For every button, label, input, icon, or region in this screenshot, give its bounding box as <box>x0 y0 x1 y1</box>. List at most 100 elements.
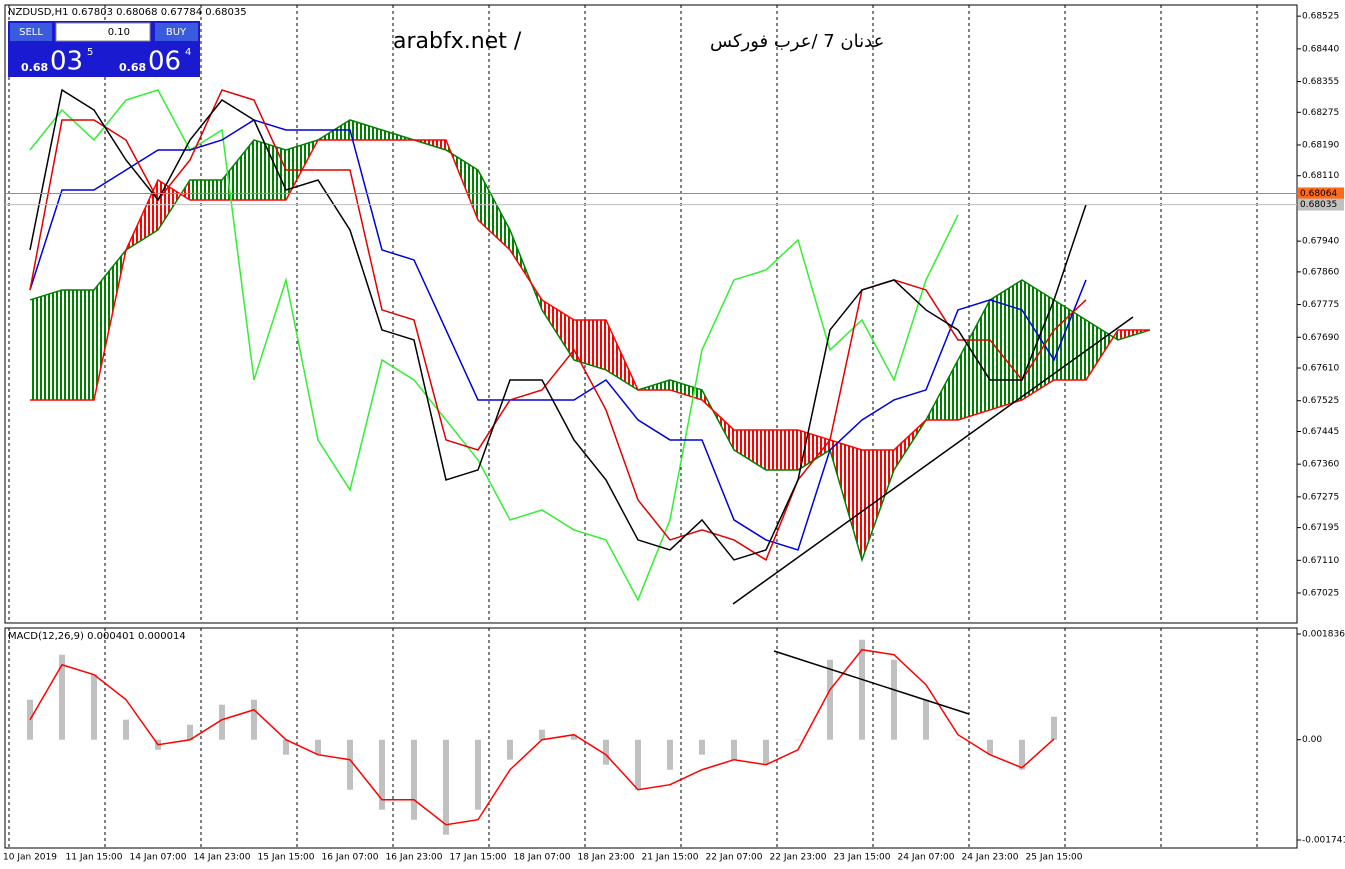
price-tag <box>1298 187 1344 200</box>
y-tick-label: 0.67025 <box>1302 589 1339 599</box>
indicator-line <box>29 89 1087 562</box>
x-tick-label: 24 Jan 07:00 <box>898 853 955 863</box>
y-tick-label: 0.68440 <box>1302 44 1339 54</box>
indicator-line <box>29 88 1087 561</box>
y-tick-label: 0.68275 <box>1302 108 1339 118</box>
indicator-line <box>29 89 959 602</box>
trend-line <box>773 650 970 715</box>
y-tick-label: 0.68110 <box>1302 171 1339 181</box>
macd-frame <box>4 627 1298 849</box>
cloud-segment <box>958 299 990 420</box>
macd-bar <box>283 739 289 755</box>
macd-bar <box>251 699 257 740</box>
cloud-segment <box>190 179 222 200</box>
ask-point: 4 <box>185 47 191 58</box>
x-tick-label: 25 Jan 15:00 <box>1026 853 1083 863</box>
lot-value[interactable]: 0.10 <box>108 27 130 38</box>
x-tick-label: 16 Jan 23:00 <box>386 853 443 863</box>
cloud-segment <box>62 289 94 400</box>
macd-bar <box>1019 739 1025 770</box>
macd-bar <box>347 739 353 790</box>
x-tick-label: 10 Jan 2019 <box>3 853 57 863</box>
main-frame <box>4 4 1298 624</box>
y-tick-label: 0.67525 <box>1302 396 1339 406</box>
macd-bar <box>379 739 385 810</box>
cloud-segment <box>766 429 798 470</box>
y-tick-label: 0.67195 <box>1302 523 1339 533</box>
macd-bar <box>923 699 929 740</box>
macd-bar <box>795 739 801 741</box>
macd-bar <box>539 729 545 740</box>
trend-line <box>732 316 1134 605</box>
macd-bar <box>635 739 641 790</box>
macd-bar <box>507 739 513 760</box>
watermark-site: arabfx.net / <box>393 29 522 54</box>
cloud-segment <box>670 379 702 400</box>
cloud-segment <box>478 169 510 250</box>
bid-big: 0.68 <box>21 61 48 74</box>
macd-bar <box>315 739 321 755</box>
x-tick-label: 22 Jan 23:00 <box>770 853 827 863</box>
x-tick-label: 17 Jan 15:00 <box>450 853 507 863</box>
x-tick-label: 24 Jan 23:00 <box>962 853 1019 863</box>
indicator-line <box>29 119 1087 551</box>
macd-bar <box>91 674 97 740</box>
cloud-segment <box>862 449 894 560</box>
cloud-segment <box>1086 319 1118 380</box>
macd-bar <box>987 739 993 755</box>
y-tick-label: 0.67110 <box>1302 556 1339 566</box>
buy-label[interactable]: BUY <box>166 27 187 38</box>
ask-pips: 06 <box>148 47 181 77</box>
price-tag-label: 0.68064 <box>1300 189 1337 199</box>
y-tick-label: 0.67940 <box>1302 237 1339 247</box>
cloud-segment <box>30 289 62 400</box>
cloud-segment <box>254 139 286 200</box>
buy-button[interactable] <box>155 23 198 41</box>
indicator-line <box>29 119 1151 563</box>
x-tick-label: 18 Jan 07:00 <box>514 853 571 863</box>
macd-bar <box>571 734 577 740</box>
ask-big: 0.68 <box>119 61 146 74</box>
y-tick-label: 0.67445 <box>1302 427 1339 437</box>
y-tick-label: -0.001741 <box>1302 835 1345 845</box>
indicator-line <box>30 139 1150 451</box>
x-tick-label: 22 Jan 07:00 <box>706 853 763 863</box>
macd-bar <box>187 724 193 740</box>
watermark-arabic: عدنان 7 /عرب فوركس <box>710 31 884 52</box>
y-tick-label: 0.67360 <box>1302 460 1339 470</box>
y-tick-label: 0.67775 <box>1302 300 1339 310</box>
sell-button[interactable] <box>10 23 52 41</box>
macd-bar <box>891 659 897 740</box>
y-tick-label: 0.67275 <box>1302 492 1339 502</box>
macd-bar <box>59 654 65 740</box>
macd-bar <box>475 739 481 810</box>
lot-input[interactable] <box>55 22 151 42</box>
y-tick-label: 0.68355 <box>1302 77 1339 87</box>
macd-bar <box>123 719 129 740</box>
cloud-segment <box>542 299 574 360</box>
cloud-segment <box>1054 299 1086 380</box>
cloud-segment <box>734 429 766 470</box>
macd-bar <box>699 739 705 755</box>
macd-bar <box>411 739 417 820</box>
macd-bar <box>859 639 865 740</box>
y-tick-label: 0.68190 <box>1302 140 1339 150</box>
y-tick-label: 0.67690 <box>1302 333 1339 343</box>
y-tick-label: 0.68525 <box>1302 12 1339 22</box>
price-tag <box>1298 198 1344 211</box>
x-tick-label: 11 Jan 15:00 <box>66 853 123 863</box>
cloud-segment <box>990 279 1022 410</box>
indicator-line <box>29 648 1055 826</box>
x-tick-label: 16 Jan 07:00 <box>322 853 379 863</box>
macd-bar <box>763 739 769 765</box>
bid-point: 5 <box>87 47 93 58</box>
trade-panel: SELL 0.10 BUY 0.68 03 5 0.68 06 4 <box>8 21 200 77</box>
macd-bar <box>1051 716 1057 740</box>
x-tick-label: 23 Jan 15:00 <box>834 853 891 863</box>
x-tick-label: 18 Jan 23:00 <box>578 853 635 863</box>
sell-label[interactable]: SELL <box>19 27 43 38</box>
macd-bar <box>443 739 449 835</box>
y-tick-label: 0.67610 <box>1302 364 1339 374</box>
